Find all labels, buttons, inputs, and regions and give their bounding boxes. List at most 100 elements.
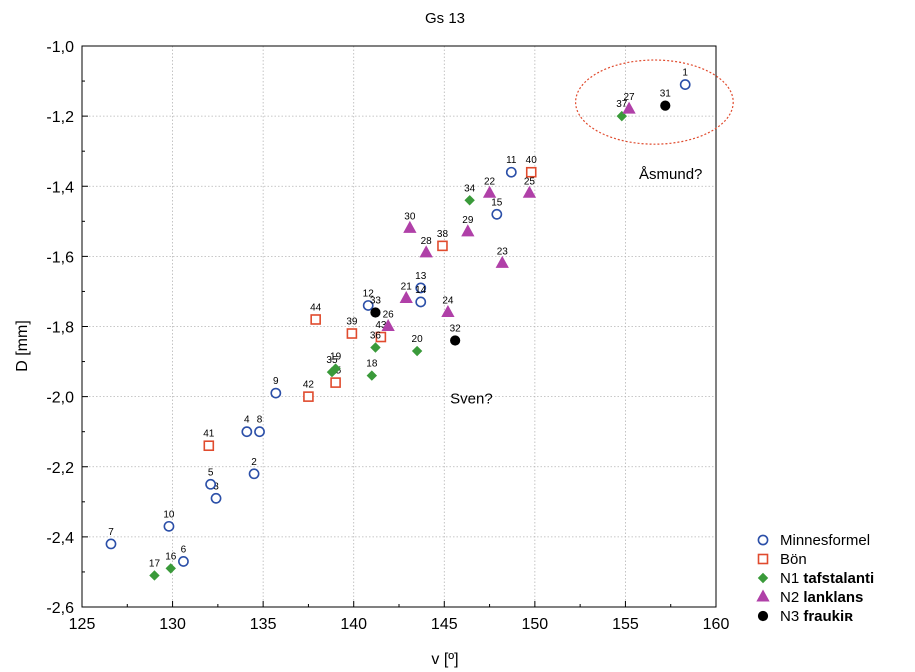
data-point [366,370,378,381]
data-point-label: 27 [623,92,635,103]
legend-marker [757,610,769,622]
data-point-label: 26 [383,310,395,321]
data-point [326,366,338,378]
series-3: 21 22 23 24 25 26 27 28 29 30 [381,92,636,331]
data-point [362,300,374,311]
y-tick-label: -1,8 [46,320,74,337]
data-point-label: 17 [149,558,161,569]
data-point-label: 20 [412,334,424,345]
data-point [491,208,503,220]
x-tick-label: 125 [69,616,96,633]
data-point [495,255,509,268]
series-4: 31 32 33 [370,89,671,346]
data-point-label: 24 [442,295,454,306]
data-point [399,290,413,303]
chart-title: Gs 13 [425,10,465,27]
y-tick-label: -2,4 [46,530,74,547]
data-point-label: 7 [108,527,114,538]
x-tick-label: 150 [522,616,549,633]
data-point-label: 12 [363,288,375,299]
data-point-label: 3 [213,481,219,492]
data-point [437,240,448,252]
x-tick-label: 140 [340,616,367,633]
x-tick-label: 135 [250,616,277,633]
legend: Minnesformel Bön N1 tafstalanti N2 lanklans… [756,532,874,625]
data-point [415,282,427,294]
y-tick-label: -2,2 [46,460,74,477]
data-point-label: 44 [310,302,322,313]
data-point-label: 38 [437,229,449,240]
data-point [461,224,475,237]
data-point-label: 25 [524,176,536,187]
data-point [375,331,387,343]
data-point [178,556,189,567]
data-point-label: 41 [203,429,215,440]
x-tick-label: 155 [612,616,639,633]
y-tick-label: -1,4 [46,179,74,196]
data-point-label: 1 [682,68,688,79]
data-point-label: 16 [165,551,177,562]
data-point-label: 43 [375,320,387,331]
x-axis-label: v [º] [431,651,458,668]
x-axis-ticks: 125 130 135 140 145 150 155 160 [69,601,729,633]
data-point [616,110,628,122]
data-point-label: 18 [366,359,378,370]
data-point-label: 15 [491,197,503,208]
data-point-label: 2 [251,457,257,468]
annotation-text: Åsmund? [639,166,702,183]
data-point [622,101,636,114]
legend-marker [757,572,769,584]
data-point [403,220,417,233]
data-point-label: 30 [404,211,416,222]
data-point [482,185,497,198]
data-point [210,492,222,504]
data-point-label: 31 [660,89,672,100]
data-point-label: 13 [415,271,427,282]
data-point [419,245,433,258]
y-tick-label: -1,6 [46,249,74,266]
data-point [205,478,217,490]
legend-label: Minnesformel [780,532,870,549]
data-point-label: 37 [616,99,628,110]
data-point [330,377,341,388]
data-point-label: 11 [506,155,517,166]
legend-label: Bön [780,551,807,568]
data-point [505,166,517,178]
data-point [346,328,358,339]
legend-label: N1 tafstalanti [780,570,874,587]
data-point-label: 22 [484,176,496,187]
data-point [381,318,395,331]
data-point [660,100,671,111]
annotations: Åsmund? Sven? [450,166,702,407]
grid [82,46,716,607]
data-point-label: 5 [208,467,214,478]
data-point-label: 14 [415,285,427,296]
legend-label: N2 lanklans [780,589,863,606]
annotation-text: Sven? [450,391,493,408]
data-point-label: 42 [303,380,315,391]
data-point [203,440,215,452]
legend-marker [756,589,770,602]
data-point [149,570,160,581]
highlight-ellipse [575,59,734,145]
series-1: 3839404142434445 [203,155,537,452]
data-point [415,296,427,308]
data-point-label: 21 [401,281,413,292]
y-tick-label: -1,2 [46,109,74,126]
y-tick-label: -2,0 [46,390,74,407]
x-tick-label: 130 [159,616,186,633]
data-point [450,335,461,346]
data-point-label: 4 [244,415,250,426]
data-point-label: 23 [497,246,509,257]
data-point-label: 28 [421,236,433,247]
y-axis-label: D [mm] [14,320,31,372]
data-point-label: 10 [163,509,175,520]
legend-marker [757,534,769,546]
data-point [270,387,282,399]
data-point [248,468,260,480]
data-point-label: 36 [370,331,382,342]
data-point-label: 29 [462,215,474,226]
